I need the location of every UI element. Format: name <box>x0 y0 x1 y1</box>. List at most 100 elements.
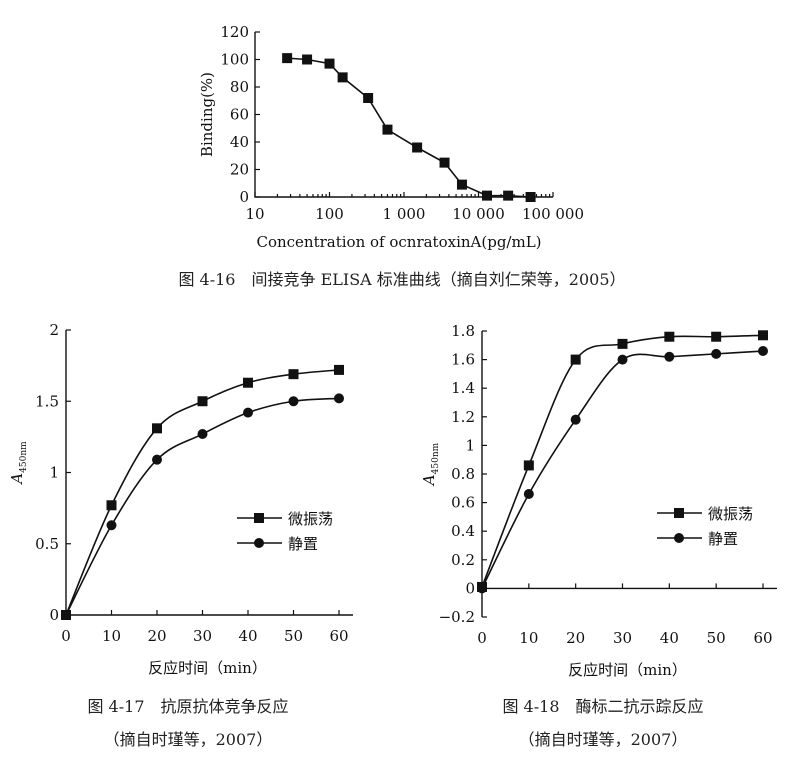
data-point-series-2 <box>477 583 487 594</box>
x-tick-label: 100 <box>315 205 344 223</box>
x-tick-label: 40 <box>660 629 679 647</box>
data-point-series-1 <box>152 423 162 434</box>
x-tick-label: 50 <box>707 629 726 647</box>
caption-fig-4-17-title: 图 4-17 抗原抗体竞争反应 <box>87 697 288 716</box>
data-point-series-2 <box>664 351 675 362</box>
x-tick-label: 20 <box>566 629 585 647</box>
y-axis-label: A450nm <box>8 441 29 486</box>
x-tick-label: 30 <box>613 629 632 647</box>
x-tick-label: 50 <box>284 627 303 645</box>
y-tick-label: 0 <box>49 606 59 624</box>
data-point <box>282 53 293 64</box>
y-tick-label: 80 <box>230 78 249 96</box>
x-tick-label: 60 <box>753 629 772 647</box>
x-axis-label: Concentration of ocnratoxinA(pg/mL) <box>256 233 541 251</box>
data-point <box>382 124 393 135</box>
x-tick-label: 10 <box>102 627 121 645</box>
y-tick-label: 120 <box>220 23 249 41</box>
legend-marker-2 <box>674 533 684 543</box>
y-axis-label: Binding(%) <box>198 72 216 157</box>
data-point-series-1 <box>711 331 722 342</box>
caption-fig-4-17-source: （摘自时瑾等，2007） <box>104 730 273 749</box>
data-point <box>363 93 374 103</box>
legend-marker-1 <box>674 508 684 518</box>
y-tick-label: 0.2 <box>451 551 475 569</box>
y-tick-label: 0.4 <box>451 522 475 540</box>
data-point-series-1 <box>197 396 208 407</box>
data-point <box>503 190 514 201</box>
y-tick-label: 0.8 <box>451 465 475 483</box>
x-tick-label: 100 000 <box>522 205 584 223</box>
data-point-series-2 <box>197 429 208 440</box>
data-point <box>302 54 313 65</box>
caption-fig-4-18-title: 图 4-18 酶标二抗示踪反应 <box>502 697 703 716</box>
data-point-series-1 <box>106 500 117 511</box>
data-point-series-2 <box>106 520 117 531</box>
y-tick-label: 60 <box>230 106 249 124</box>
legend-label-2: 静置 <box>708 530 738 548</box>
data-point-series-2 <box>617 354 628 365</box>
series-line <box>287 57 531 198</box>
legend-label-1: 微振荡 <box>288 510 333 528</box>
data-point-series-1 <box>288 369 299 380</box>
y-tick-label: −0.2 <box>439 608 475 626</box>
y-tick-label: 1.6 <box>451 351 475 369</box>
data-point-series-1 <box>758 330 768 341</box>
y-tick-label: 2 <box>49 321 59 339</box>
y-tick-label: 1 <box>465 436 475 454</box>
data-point-series-2 <box>758 346 768 357</box>
caption-fig-4-16: 图 4-16 间接竞争 ELISA 标准曲线（摘自刘仁荣等，2005） <box>178 270 625 289</box>
antigen-antibody-competition-chart: 00.511.520 10 20 30 40 50 60反应时间（min）A450nm微振荡… <box>8 321 353 677</box>
legend-marker-2 <box>254 538 264 548</box>
enzyme-secondary-antibody-chart: −0.200.20.40.60.811.21.41.61.80 10 20 30 40 5… <box>420 322 777 679</box>
data-point-series-2 <box>152 454 162 465</box>
data-point-series-2 <box>570 414 581 425</box>
x-axis-label: 反应时间（min） <box>568 661 687 679</box>
data-point-series-1 <box>570 354 581 365</box>
data-point <box>481 190 492 201</box>
data-point <box>525 192 536 202</box>
data-point-series-1 <box>617 338 628 349</box>
y-tick-label: 1.2 <box>451 408 475 426</box>
series-line-1 <box>65 369 340 616</box>
data-point <box>456 179 467 190</box>
x-tick-label: 10 000 <box>452 205 505 223</box>
y-tick-label: 20 <box>230 161 249 179</box>
y-tick-label: 1.8 <box>451 322 475 340</box>
legend-marker-1 <box>254 513 264 523</box>
data-point-series-1 <box>523 460 534 471</box>
y-tick-label: 1 <box>49 464 59 482</box>
x-axis-label: 反应时间（min） <box>148 659 267 677</box>
data-point-series-2 <box>523 489 534 500</box>
data-point-series-2 <box>334 393 344 404</box>
x-tick-label: 0 <box>477 629 487 647</box>
x-tick-label: 10 <box>519 629 538 647</box>
x-tick-label: 10 <box>245 205 264 223</box>
data-point-series-1 <box>334 364 344 375</box>
x-tick-label: 30 <box>193 627 212 645</box>
y-and-x-axis <box>254 32 553 198</box>
x-tick-label: 60 <box>329 627 348 645</box>
y-tick-label: 0.6 <box>451 494 475 512</box>
legend-label-1: 微振荡 <box>708 505 753 523</box>
y-tick-label: 1.4 <box>451 379 475 397</box>
y-tick-label: 100 <box>220 51 249 69</box>
data-point-series-2 <box>288 396 299 407</box>
data-point-series-2 <box>243 407 253 418</box>
data-point-series-1 <box>243 377 253 388</box>
caption-fig-4-18-source: （摘自时瑾等，2007） <box>519 730 688 749</box>
legend-label-2: 静置 <box>288 535 318 553</box>
y-tick-label: 1.5 <box>35 392 59 410</box>
x-tick-label: 40 <box>238 627 257 645</box>
data-point <box>412 142 423 153</box>
y-tick-label: 40 <box>230 133 249 151</box>
data-point <box>439 157 450 168</box>
y-tick-label: 0 <box>239 188 249 206</box>
data-point-series-1 <box>664 331 675 342</box>
elisa-standard-curve-chart: 0 20 40 60 80 100 120 10 100 1 000 10 000 100 000 Co… <box>198 23 584 251</box>
data-point-series-2 <box>61 610 71 620</box>
y-tick-label: 0 <box>465 579 475 597</box>
data-point-series-2 <box>711 348 722 359</box>
y-tick-label: 0.5 <box>35 535 59 553</box>
